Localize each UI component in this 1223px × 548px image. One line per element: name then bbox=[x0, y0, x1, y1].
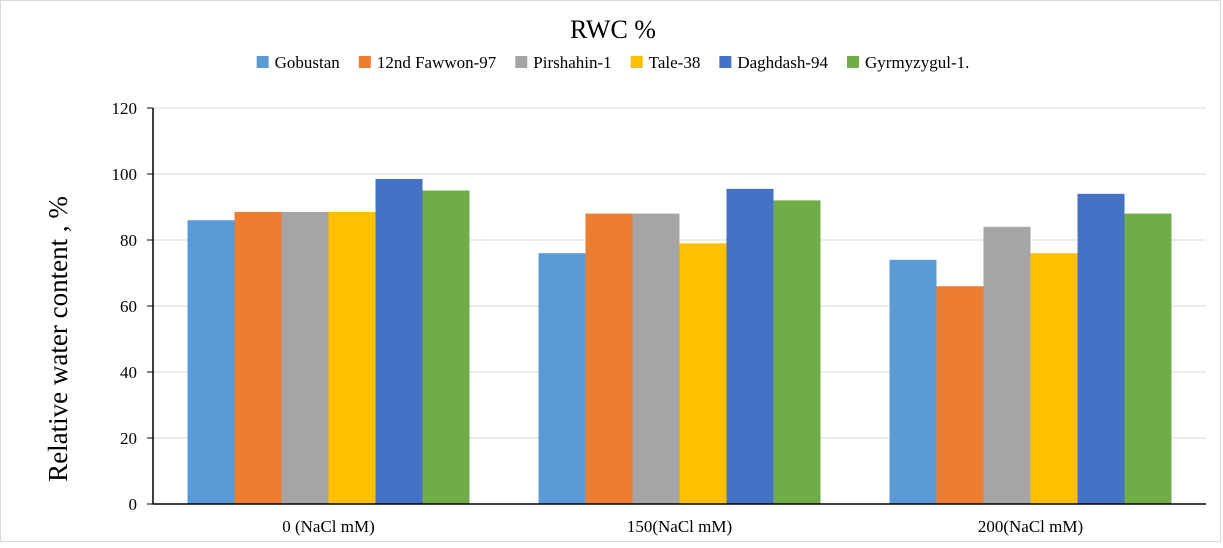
x-tick-label: 0 (NaCl mM) bbox=[282, 517, 375, 536]
bars bbox=[187, 178, 1172, 505]
bar bbox=[422, 190, 470, 504]
legend-swatch bbox=[719, 56, 732, 68]
chart-title: RWC % bbox=[570, 15, 656, 44]
legend-label: Tale-38 bbox=[649, 53, 701, 72]
y-tick-label: 60 bbox=[120, 297, 137, 316]
bar bbox=[1030, 253, 1078, 504]
bar bbox=[187, 220, 235, 504]
bar bbox=[281, 211, 329, 504]
bar bbox=[726, 188, 774, 504]
y-axis-title: Relative water content , % bbox=[43, 196, 73, 482]
bar bbox=[1077, 193, 1125, 505]
bar bbox=[936, 286, 984, 504]
bar bbox=[773, 200, 821, 504]
bar bbox=[328, 211, 376, 504]
bar bbox=[1124, 213, 1172, 504]
bar bbox=[234, 211, 282, 504]
legend-swatch bbox=[630, 56, 643, 68]
y-tick-label: 80 bbox=[120, 231, 137, 250]
bar bbox=[679, 243, 727, 505]
y-tick-label: 120 bbox=[112, 99, 138, 118]
legend-label: Pirshahin-1 bbox=[533, 53, 611, 72]
axes: 0 20 40 60 80 100 120 0 (NaCl mM) 150(NaCl mM) 20… bbox=[112, 99, 1206, 536]
legend: Gobustan 12nd Fawwon-97 Pirshahin-1 Tale-38… bbox=[256, 53, 969, 72]
bar bbox=[983, 226, 1031, 505]
legend-label: 12nd Fawwon-97 bbox=[377, 53, 497, 72]
bar bbox=[375, 178, 423, 504]
bar bbox=[889, 259, 937, 504]
legend-swatch bbox=[515, 56, 528, 68]
x-tick-label: 150(NaCl mM) bbox=[627, 517, 732, 536]
bar bbox=[585, 213, 633, 504]
y-tick-label: 100 bbox=[112, 165, 138, 184]
legend-swatch bbox=[847, 56, 860, 68]
legend-swatch bbox=[256, 56, 269, 68]
y-tick-label: 0 bbox=[129, 495, 138, 514]
legend-label: Gobustan bbox=[275, 53, 341, 72]
bar bbox=[538, 253, 586, 504]
bar bbox=[632, 213, 680, 504]
legend-label: Gyrmyzygul-1. bbox=[865, 53, 969, 72]
legend-swatch bbox=[358, 56, 371, 68]
legend-label: Daghdash-94 bbox=[737, 53, 828, 72]
y-tick-label: 20 bbox=[120, 429, 137, 448]
y-tick-label: 40 bbox=[120, 363, 137, 382]
x-tick-label: 200(NaCl mM) bbox=[978, 517, 1083, 536]
